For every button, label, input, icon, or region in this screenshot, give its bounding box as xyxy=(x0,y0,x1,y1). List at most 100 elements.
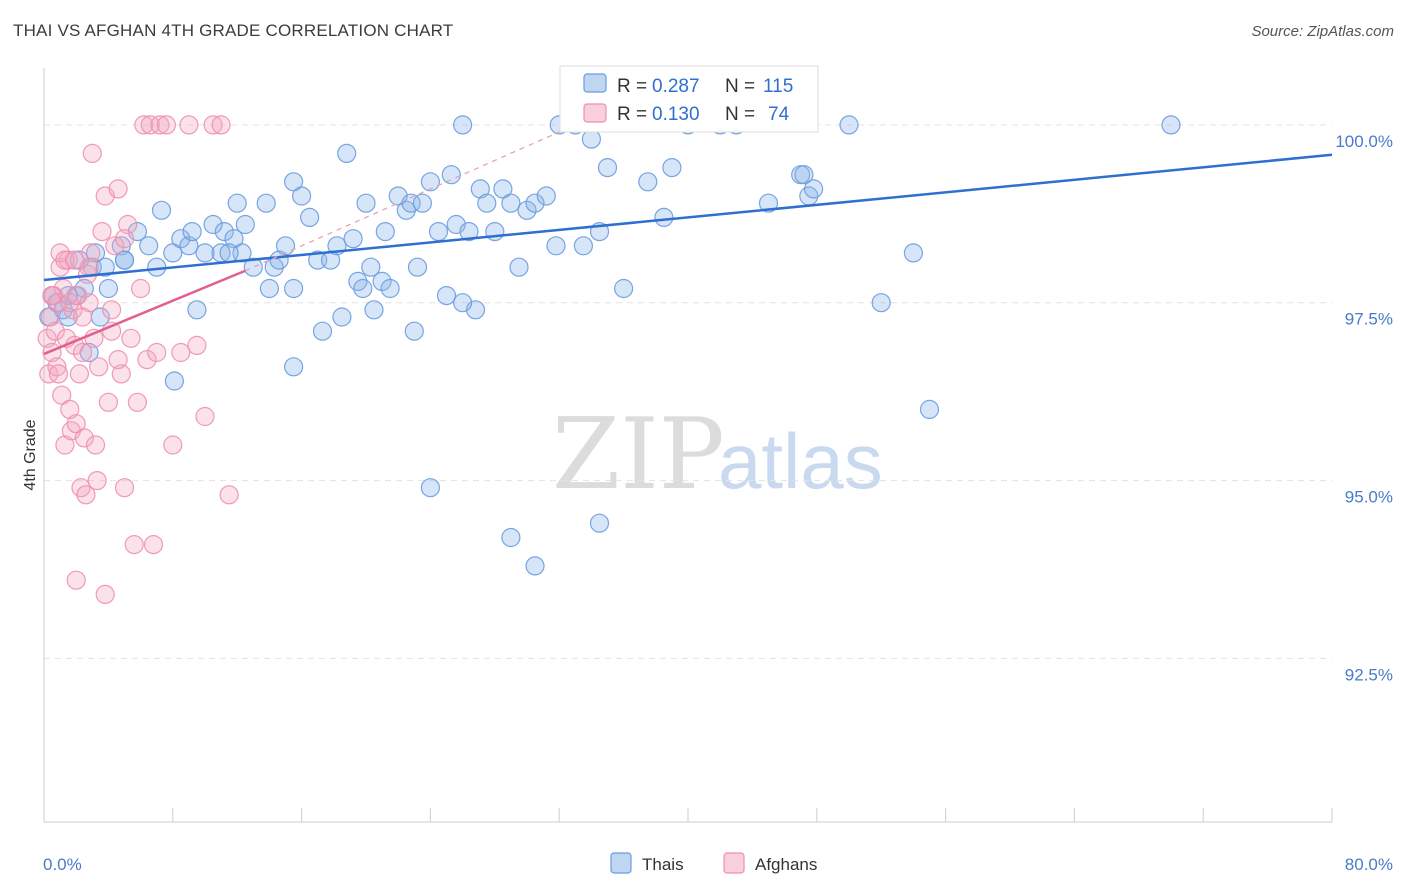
point-thais xyxy=(501,193,521,213)
point-afghans xyxy=(76,485,96,505)
point-thais xyxy=(356,193,376,213)
point-thais xyxy=(219,243,239,263)
point-thais xyxy=(573,236,594,256)
chart-title: THAI VS AFGHAN 4TH GRADE CORRELATION CHA… xyxy=(13,21,454,40)
point-afghans xyxy=(72,307,93,327)
x-tick-label-max: 80.0% xyxy=(1345,855,1393,874)
x-tick-label-min: 0.0% xyxy=(43,855,82,874)
stats-r-label-afghans: R = xyxy=(617,104,647,125)
point-thais xyxy=(428,222,449,242)
y-tick-label: 95.0% xyxy=(1345,488,1393,507)
point-thais xyxy=(662,158,682,178)
point-thais xyxy=(441,165,461,185)
stats-r-value-thais: 0.287 xyxy=(652,76,700,97)
point-afghans xyxy=(60,293,80,313)
point-afghans xyxy=(79,293,99,313)
point-thais xyxy=(179,236,199,256)
point-afghans xyxy=(55,435,75,455)
point-afghans xyxy=(47,357,67,377)
point-afghans xyxy=(69,364,90,384)
point-thais xyxy=(227,193,247,213)
trend-line-afghans xyxy=(43,269,246,356)
point-thais xyxy=(337,143,357,163)
point-thais xyxy=(436,286,457,306)
series-layer xyxy=(37,115,1181,605)
point-thais xyxy=(114,250,135,270)
point-thais xyxy=(420,172,440,192)
point-thais xyxy=(203,214,223,235)
point-afghans xyxy=(143,534,164,555)
point-afghans xyxy=(52,385,72,405)
point-afghans xyxy=(211,115,231,135)
point-thais xyxy=(525,193,545,213)
point-afghans xyxy=(66,570,86,590)
y-tick-label: 100.0% xyxy=(1335,132,1393,151)
legend-label-thais[interactable]: Thais xyxy=(642,855,684,874)
point-thais xyxy=(95,257,115,277)
point-afghans xyxy=(37,328,57,348)
point-afghans xyxy=(121,328,141,348)
point-thais xyxy=(871,293,891,313)
point-thais xyxy=(164,371,184,391)
point-thais xyxy=(581,129,602,149)
point-thais xyxy=(151,200,172,220)
watermark-zip: ZIP xyxy=(552,398,725,512)
point-thais xyxy=(589,513,610,533)
point-afghans xyxy=(68,286,88,306)
point-thais xyxy=(839,115,859,135)
point-thais xyxy=(380,278,400,299)
point-thais xyxy=(275,236,296,256)
point-thais xyxy=(459,222,479,242)
point-thais xyxy=(613,278,634,299)
point-thais xyxy=(903,243,924,263)
point-thais xyxy=(187,300,207,320)
point-afghans xyxy=(40,307,61,327)
point-thais xyxy=(74,278,94,299)
y-tick-label: 92.5% xyxy=(1345,665,1393,684)
point-thais xyxy=(1161,115,1181,135)
point-afghans xyxy=(95,584,115,605)
point-thais xyxy=(284,357,304,377)
point-thais xyxy=(235,214,255,235)
point-thais xyxy=(919,399,940,419)
point-afghans xyxy=(66,414,86,434)
legend-swatch-thais[interactable] xyxy=(610,852,632,874)
point-thais xyxy=(69,250,90,270)
point-afghans xyxy=(108,350,128,370)
point-afghans xyxy=(187,335,207,355)
legend-label-afghans[interactable]: Afghans xyxy=(755,855,817,874)
legend-swatch-afghans[interactable] xyxy=(723,852,745,874)
point-afghans xyxy=(45,321,65,341)
trend-line-thais xyxy=(43,153,1333,282)
point-thais xyxy=(300,207,320,227)
point-afghans xyxy=(179,115,199,135)
point-afghans xyxy=(147,342,167,363)
point-afghans xyxy=(171,342,191,363)
point-afghans xyxy=(131,278,151,299)
point-afghans xyxy=(118,214,138,235)
watermark-atlas: atlas xyxy=(718,417,883,505)
point-thais xyxy=(638,172,658,192)
y-tick-label: 97.5% xyxy=(1345,310,1393,329)
point-afghans xyxy=(195,406,215,427)
y-axis-tick-labels: 92.5% 95.0% 97.5% 100.0% xyxy=(1335,132,1393,684)
stats-r-value-afghans: 0.130 xyxy=(652,104,700,125)
point-thais xyxy=(420,478,440,498)
point-thais xyxy=(353,278,373,299)
point-thais xyxy=(803,179,824,199)
point-thais xyxy=(195,243,215,263)
trend-layer xyxy=(43,124,1333,356)
point-afghans xyxy=(74,428,94,448)
point-afghans xyxy=(98,392,119,412)
point-thais xyxy=(501,527,521,548)
point-afghans xyxy=(87,471,107,491)
point-afghans xyxy=(105,236,125,256)
point-thais xyxy=(470,179,490,199)
point-thais xyxy=(758,193,779,213)
point-thais xyxy=(85,243,106,263)
point-thais xyxy=(292,186,312,206)
point-afghans xyxy=(127,392,147,412)
stats-r-label-thais: R = xyxy=(617,76,647,97)
point-afghans xyxy=(85,435,106,455)
point-thais xyxy=(364,300,384,320)
